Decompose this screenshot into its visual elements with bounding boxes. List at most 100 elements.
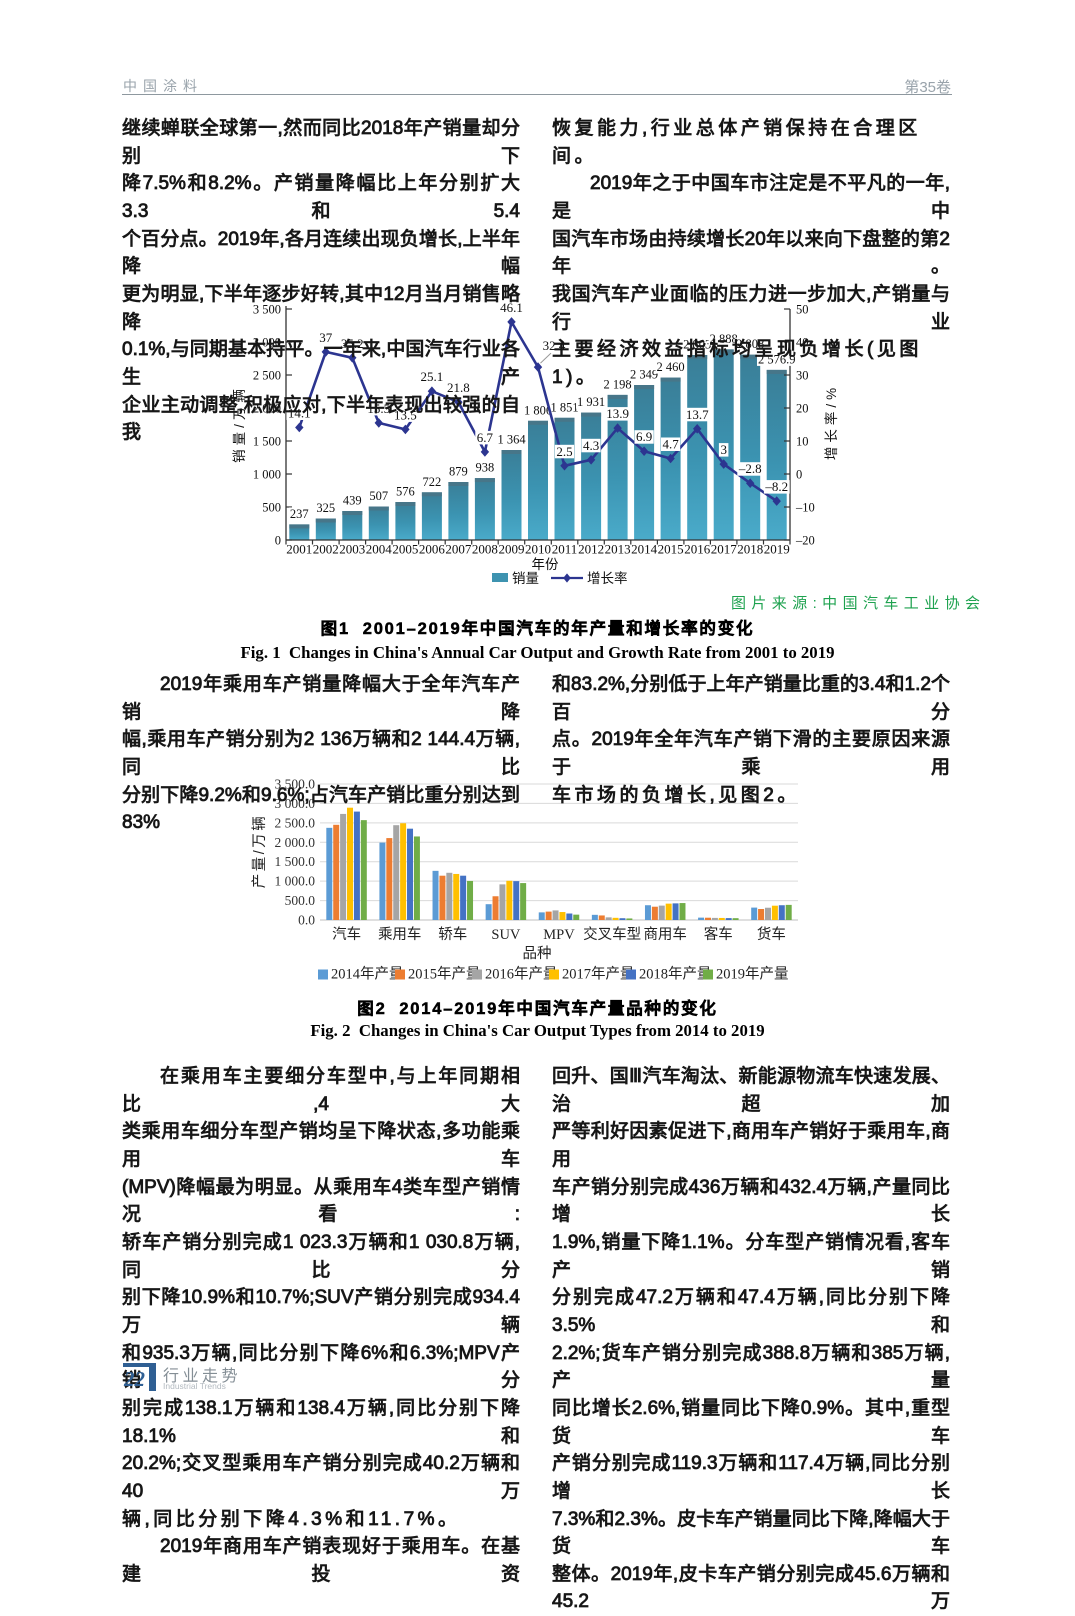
svg-text:2019: 2019 [764, 542, 790, 557]
svg-text:2013: 2013 [605, 542, 631, 557]
svg-text:2016年产量: 2016年产量 [485, 966, 558, 983]
svg-text:576: 576 [396, 485, 415, 499]
svg-text:13.7: 13.7 [686, 407, 709, 422]
svg-text:增长率/%: 增长率/% [823, 384, 839, 460]
svg-text:13.5: 13.5 [394, 407, 417, 422]
svg-text:879: 879 [449, 465, 468, 479]
svg-text:2005: 2005 [392, 542, 418, 557]
svg-text:722: 722 [423, 475, 442, 489]
svg-text:1 000: 1 000 [253, 468, 281, 482]
svg-text:1 806: 1 806 [524, 403, 552, 417]
svg-text:30: 30 [796, 369, 809, 383]
svg-text:产量/万辆: 产量/万辆 [251, 814, 268, 889]
svg-text:年份: 年份 [532, 557, 560, 572]
svg-text:乘用车: 乘用车 [378, 926, 422, 943]
svg-text:0.0: 0.0 [298, 913, 315, 928]
svg-text:2 500.0: 2 500.0 [275, 815, 316, 830]
svg-text:2 500: 2 500 [253, 369, 281, 383]
svg-text:销量: 销量 [512, 571, 539, 586]
svg-text:2012: 2012 [578, 542, 604, 557]
svg-text:2 460: 2 460 [657, 360, 685, 374]
svg-text:2016: 2016 [684, 542, 711, 557]
svg-text:1 500: 1 500 [253, 435, 281, 449]
svg-text:2010: 2010 [525, 542, 551, 557]
svg-text:40: 40 [796, 336, 809, 350]
svg-text:3 500: 3 500 [253, 303, 281, 317]
svg-text:–2.8: –2.8 [738, 461, 762, 476]
svg-text:6.7: 6.7 [477, 430, 494, 445]
svg-text:500: 500 [262, 501, 281, 515]
svg-text:237: 237 [290, 507, 309, 521]
svg-text:商用车: 商用车 [643, 926, 687, 943]
svg-text:–8.2: –8.2 [764, 479, 788, 494]
svg-text:2.5: 2.5 [556, 444, 572, 459]
svg-text:4.3: 4.3 [583, 438, 599, 453]
svg-text:2015年产量: 2015年产量 [408, 966, 481, 983]
svg-text:2002: 2002 [313, 542, 339, 557]
svg-text:1 000.0: 1 000.0 [275, 874, 316, 889]
svg-text:交叉车型: 交叉车型 [583, 925, 641, 943]
svg-text:2017年产量: 2017年产量 [562, 966, 635, 983]
svg-text:MPV: MPV [543, 927, 575, 943]
svg-text:客车: 客车 [704, 926, 733, 943]
svg-text:–20: –20 [795, 534, 815, 548]
svg-text:21.8: 21.8 [447, 380, 470, 395]
svg-text:2014年产量: 2014年产量 [331, 966, 404, 983]
svg-text:0: 0 [796, 468, 802, 482]
svg-text:品种: 品种 [523, 945, 552, 962]
svg-text:轿车: 轿车 [438, 926, 467, 943]
svg-text:4.7: 4.7 [662, 437, 679, 452]
svg-text:938: 938 [476, 461, 495, 475]
svg-text:37: 37 [319, 330, 333, 345]
svg-text:13.9: 13.9 [606, 406, 629, 421]
svg-text:1 500.0: 1 500.0 [275, 854, 316, 869]
svg-text:1 931: 1 931 [577, 395, 605, 409]
svg-text:汽车: 汽车 [332, 926, 361, 943]
svg-text:2 803: 2 803 [683, 338, 711, 352]
svg-text:3 000.0: 3 000.0 [275, 796, 316, 811]
svg-text:50: 50 [796, 303, 809, 317]
svg-text:2 000: 2 000 [253, 402, 281, 416]
svg-text:2 888: 2 888 [710, 332, 738, 346]
svg-text:2 000.0: 2 000.0 [275, 835, 316, 850]
svg-text:3: 3 [720, 442, 727, 457]
svg-text:500.0: 500.0 [285, 893, 316, 908]
svg-text:325: 325 [316, 501, 335, 515]
svg-text:销量/万辆: 销量/万辆 [232, 385, 247, 463]
svg-text:2011: 2011 [552, 542, 578, 557]
svg-text:–10: –10 [795, 501, 815, 515]
svg-text:2 808: 2 808 [736, 337, 764, 351]
svg-text:439: 439 [343, 494, 362, 508]
svg-text:货车: 货车 [757, 926, 786, 943]
svg-text:10: 10 [796, 435, 809, 449]
svg-text:2009: 2009 [499, 542, 525, 557]
svg-text:6.9: 6.9 [636, 429, 652, 444]
svg-text:15.5: 15.5 [367, 401, 390, 416]
svg-text:507: 507 [369, 489, 388, 503]
svg-text:20: 20 [796, 402, 809, 416]
svg-text:2019年产量: 2019年产量 [716, 966, 789, 983]
svg-text:增长率: 增长率 [587, 570, 628, 586]
svg-text:35.2: 35.2 [341, 336, 364, 351]
svg-text:2007: 2007 [445, 542, 472, 557]
svg-text:SUV: SUV [491, 927, 521, 943]
svg-text:14.1: 14.1 [288, 406, 311, 421]
svg-text:1 364: 1 364 [497, 433, 526, 447]
svg-text:2018: 2018 [737, 542, 763, 557]
svg-text:46.1: 46.1 [500, 300, 523, 315]
svg-text:2003: 2003 [339, 542, 365, 557]
svg-text:2008: 2008 [472, 542, 498, 557]
svg-text:1 851: 1 851 [550, 400, 578, 414]
svg-text:2 349: 2 349 [630, 368, 658, 382]
svg-text:2004: 2004 [366, 542, 393, 557]
svg-text:3 000: 3 000 [253, 336, 281, 350]
svg-text:25.1: 25.1 [421, 369, 444, 384]
svg-text:32.4: 32.4 [543, 338, 566, 353]
svg-text:2017: 2017 [711, 542, 738, 557]
svg-text:2006: 2006 [419, 542, 446, 557]
svg-text:2014: 2014 [631, 542, 658, 557]
svg-text:2 198: 2 198 [604, 377, 632, 391]
svg-text:2018年产量: 2018年产量 [639, 966, 712, 983]
svg-text:2001: 2001 [286, 542, 312, 557]
svg-text:2 576.9: 2 576.9 [758, 352, 796, 366]
